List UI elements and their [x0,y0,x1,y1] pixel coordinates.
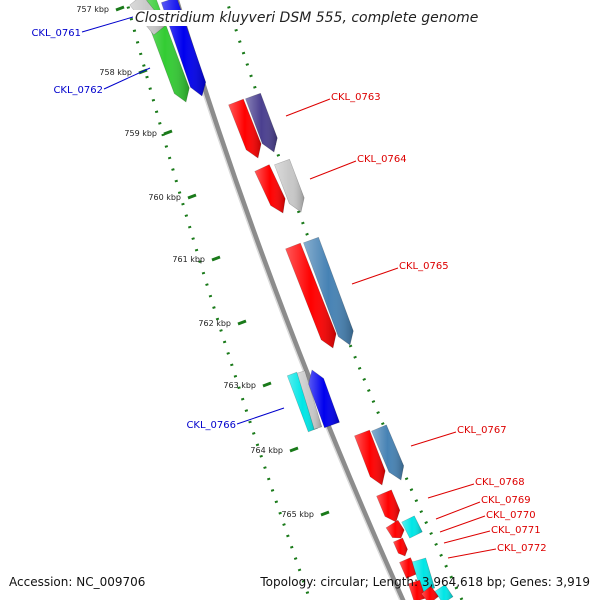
gene-feature-shading [399,557,418,579]
gene-feature-shading [393,538,408,556]
genome-summary: Topology: circular; Length: 3,964,618 bp… [260,575,590,589]
gene-feature-shading [245,93,278,152]
gene-feature-shading [297,370,322,430]
callout-line [285,98,331,117]
tick-label: 762 kbp [198,319,231,328]
tick-mark [163,129,173,136]
gene-label[interactable]: CKL_0763 [331,92,381,103]
outer-track-dotted [224,0,464,601]
gene-feature-shading [287,372,318,432]
callout-line [435,501,481,520]
gene-feature-shading [285,243,337,348]
tick-mark [211,255,221,262]
gene-label[interactable]: CKL_0766 [186,420,236,431]
gene-label[interactable]: CKL_0767 [457,425,507,436]
gene-feature-shading [274,159,305,212]
tick-label: 761 kbp [172,255,205,264]
gene-feature-shading [386,520,405,538]
tick-label: 759 kbp [124,129,157,138]
tick-label: 758 kbp [99,68,132,77]
gene-label[interactable]: CKL_0770 [486,510,536,521]
tick-mark [320,510,330,517]
gene-feature-shading [303,237,354,345]
gene-label[interactable]: CKL_0769 [481,495,531,506]
gene-feature-shading [408,580,426,602]
gene-feature-shading [421,586,439,604]
gene-feature-shading [376,489,400,522]
tick-mark [115,5,125,12]
accession-label: Accession: NC_009706 [9,575,146,589]
tick-label: 760 kbp [148,193,181,202]
gene-label[interactable]: CKL_0768 [475,477,525,488]
gene-label[interactable]: CKL_0771 [491,525,541,536]
tick-mark [187,193,197,200]
tick-label: 763 kbp [223,381,256,390]
callout-line [439,515,486,533]
gene-callouts: CKL_0761 CKL_0762 CKL_0763 CKL_0764 CKL_0765… [31,11,547,559]
gene-label[interactable]: CKL_0761 [31,28,81,39]
gene-label[interactable]: CKL_0762 [53,85,103,96]
scale-ticks: 757 kbp 758 kbp 759 kbp 760 kbp 761 kbp 762 k… [76,5,330,519]
gene-feature-shading [254,164,286,213]
callout-line [410,431,457,447]
callout-line [351,267,399,285]
gene-label[interactable]: CKL_0764 [357,154,407,165]
tick-mark [262,381,272,388]
gene-feature-shading [228,99,262,158]
gene-feature-shading [371,424,404,480]
gene-feature-shading [308,370,340,428]
callout-line [443,530,491,544]
tick-label: 765 kbp [281,510,314,519]
gene-label[interactable]: CKL_0765 [399,261,449,272]
tick-label: 764 kbp [250,446,283,455]
tick-label: 757 kbp [76,5,109,14]
tick-mark [237,319,247,326]
gene-feature-shading [435,584,453,604]
callout-line [236,407,285,425]
genome-title: Clostridium kluyveri DSM 555, complete g… [133,10,481,26]
gene-feature-shading [401,515,423,539]
tick-mark [289,446,299,453]
gene-feature-shading [412,558,435,592]
callout-line [427,483,475,499]
callout-line [103,67,151,90]
callout-line [447,548,497,559]
gene-label[interactable]: CKL_0772 [497,543,547,554]
callout-line [309,160,357,180]
gene-feature-shading [354,430,386,485]
